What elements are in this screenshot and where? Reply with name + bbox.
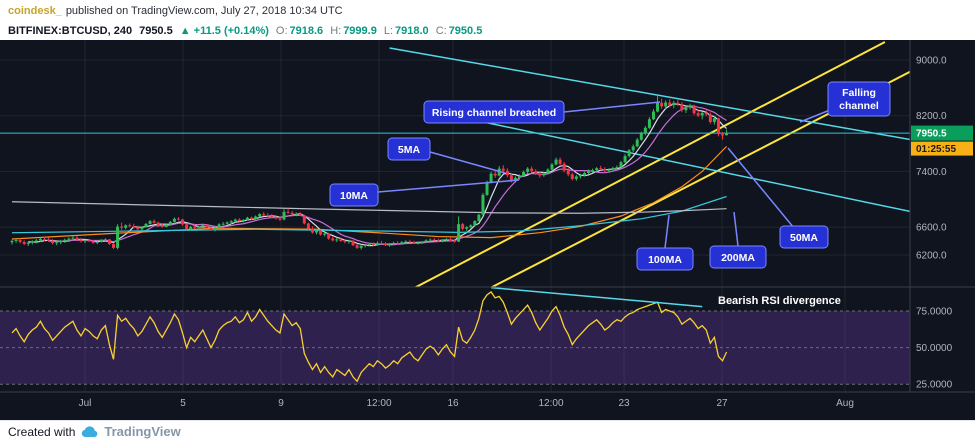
- gridlines-layer: [0, 40, 910, 392]
- callout-200ma: 200MA: [709, 211, 767, 269]
- svg-text:50.0000: 50.0000: [916, 343, 953, 354]
- svg-text:23: 23: [618, 398, 630, 409]
- tradingview-logo-icon[interactable]: [81, 425, 98, 438]
- last-price-badge: 7950.5: [911, 125, 973, 141]
- open-label: O:: [275, 24, 288, 37]
- close-label: C:: [435, 24, 447, 37]
- annotations-layer: Bearish RSI divergence: [718, 295, 841, 307]
- attribution-text: published on TradingView.com, July 27, 2…: [65, 4, 343, 17]
- price-change: ▲ +11.5 (+0.14%): [179, 24, 269, 37]
- created-with-label: Created with: [8, 424, 76, 439]
- svg-text:9000.0: 9000.0: [916, 56, 947, 67]
- svg-text:Jul: Jul: [79, 398, 92, 409]
- chart-area: 9000.0 8200.0 7400.0 6600.0 6200.0 75.0000 50.…: [0, 40, 975, 420]
- open-value: O: 7918.6: [276, 25, 323, 37]
- callout-10ma: 10MA: [329, 179, 520, 207]
- low-label: L:: [383, 24, 394, 37]
- callout-100ma: 100MA: [636, 214, 694, 271]
- callout-5ma: 5MA: [387, 137, 506, 174]
- svg-text:100MA: 100MA: [648, 254, 682, 266]
- svg-text:8200.0: 8200.0: [916, 111, 947, 122]
- svg-text:6600.0: 6600.0: [916, 223, 947, 234]
- low-value: L: 7918.0: [384, 25, 429, 37]
- symbol-bar: BITFINEX:BTCUSD, 240 7950.5 ▲ +11.5 (+0.…: [0, 21, 975, 40]
- svg-text:channel: channel: [839, 100, 879, 112]
- high-label: H:: [330, 24, 342, 37]
- svg-text:12:00: 12:00: [538, 398, 563, 409]
- axes-layer: 9000.0 8200.0 7400.0 6600.0 6200.0 75.0000 50.…: [0, 40, 975, 409]
- candles-layer: [10, 96, 729, 250]
- high-number: 7999.9: [343, 24, 377, 37]
- svg-text:Aug: Aug: [836, 398, 854, 409]
- rsi-band-layer: [0, 310, 910, 385]
- tradingview-brand[interactable]: TradingView: [104, 424, 181, 439]
- svg-text:7950.5: 7950.5: [916, 129, 947, 140]
- open-number: 7918.6: [289, 24, 324, 37]
- svg-text:27: 27: [716, 398, 728, 409]
- svg-text:75.0000: 75.0000: [916, 307, 953, 318]
- svg-text:12:00: 12:00: [366, 398, 391, 409]
- svg-text:5MA: 5MA: [398, 144, 421, 156]
- svg-text:10MA: 10MA: [340, 190, 368, 202]
- rsi-layer: [11, 287, 728, 383]
- footer-bar: Created with TradingView: [0, 420, 975, 442]
- callouts-layer: Rising channel breached 5MA 10MA 100MA 200MA…: [329, 81, 891, 271]
- svg-text:01:25:55: 01:25:55: [916, 144, 956, 155]
- symbol-title: BITFINEX:BTCUSD, 240: [8, 24, 133, 37]
- svg-text:9: 9: [278, 398, 284, 409]
- svg-text:50MA: 50MA: [790, 232, 818, 244]
- svg-text:25.0000: 25.0000: [916, 380, 953, 391]
- low-number: 7918.0: [395, 24, 429, 37]
- countdown-badge: 01:25:55: [911, 141, 973, 156]
- attribution-bar: coindesk_ published on TradingView.com, …: [0, 0, 975, 21]
- svg-text:Bearish RSI divergence: Bearish RSI divergence: [718, 295, 841, 307]
- price-badges-layer: 7950.5 01:25:55: [911, 125, 973, 156]
- svg-text:Rising channel breached: Rising channel breached: [432, 107, 556, 119]
- author-username[interactable]: coindesk_: [8, 4, 62, 17]
- svg-text:5: 5: [180, 398, 186, 409]
- svg-text:6200.0: 6200.0: [916, 251, 947, 262]
- svg-text:16: 16: [447, 398, 459, 409]
- svg-text:200MA: 200MA: [721, 252, 755, 264]
- svg-text:7400.0: 7400.0: [916, 167, 947, 178]
- callout-50ma: 50MA: [727, 147, 829, 249]
- last-price: 7950.5: [139, 24, 173, 37]
- close-number: 7950.5: [448, 24, 483, 37]
- callout-rising-channel-breached: Rising channel breached: [423, 100, 661, 124]
- high-value: H: 7999.9: [330, 25, 377, 37]
- svg-text:Falling: Falling: [842, 87, 876, 99]
- close-value: C: 7950.5: [436, 25, 483, 37]
- price-chart-canvas[interactable]: 9000.0 8200.0 7400.0 6600.0 6200.0 75.0000 50.…: [0, 40, 975, 420]
- moving-averages-layer: [11, 103, 727, 247]
